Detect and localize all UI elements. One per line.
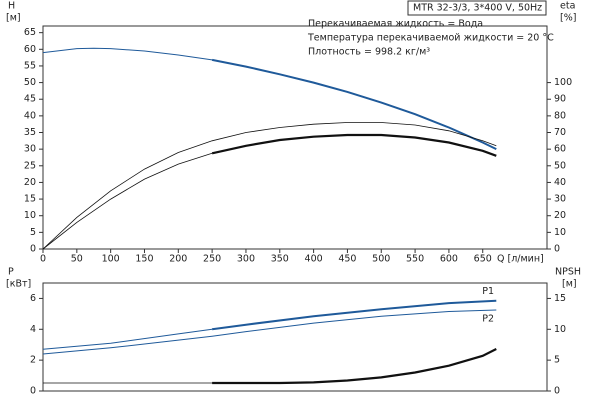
y-axis-unit: [м] [6,13,21,24]
y-tick-label: 20 [24,177,36,188]
y-tick-label: 0 [30,244,36,255]
x-tick-label: 400 [305,254,323,265]
y2-tick-label: 90 [554,94,566,105]
y2-tick-label: 10 [554,227,566,238]
curve [211,133,497,157]
y2-tick-label: 50 [554,160,566,171]
y-axis-title: P [8,267,14,278]
y-tick-label: 6 [30,293,36,304]
y2-tick-label: 10 [554,324,566,335]
y2-tick-label: 0 [554,244,560,255]
y2-tick-label: 5 [554,355,560,366]
y2-tick-label: 70 [554,127,566,138]
x-tick-label: 0 [40,254,46,265]
y-tick-label: 25 [24,160,36,171]
y2-axis-unit: [%] [560,13,576,24]
curve [42,152,213,250]
y2-tick-label: 30 [554,194,566,205]
curve [42,47,213,61]
y-tick-label: 55 [24,60,36,71]
y-tick-label: 45 [24,94,36,105]
curve [212,348,497,385]
y2-tick-label: 100 [554,77,572,88]
annotation: Плотность = 998.2 кг/м³ [308,47,430,58]
info-box [407,0,547,16]
x-tick-label: 50 [71,254,83,265]
annotation: Перекачиваемая жидкость = Вода [308,19,483,30]
curve [42,328,213,350]
y-tick-label: 65 [24,27,36,38]
x-tick-label: 650 [474,254,492,265]
curve [42,122,497,250]
y2-axis-title: NPSH [555,267,581,278]
y-axis-title: H [8,1,15,12]
y2-axis-unit: [м] [562,279,577,290]
top-plot-frame [42,25,548,250]
y-tick-label: 15 [24,194,36,205]
y2-axis-title: eta [560,1,575,12]
y2-tick-label: 40 [554,177,566,188]
curve-label: P2 [482,314,494,325]
x-tick-label: 200 [169,254,187,265]
x-tick-label: 450 [338,254,356,265]
y-axis-unit: [кВт] [6,279,31,290]
bottom-plot-frame [42,282,548,392]
y-tick-label: 5 [30,227,36,238]
x-tick-label: 100 [102,254,120,265]
x-tick-label: 600 [440,254,458,265]
x-tick-label: 500 [372,254,390,265]
x-tick-label: 550 [406,254,424,265]
y2-tick-label: 60 [554,144,566,155]
y-tick-label: 4 [30,324,36,335]
y2-tick-label: 80 [554,110,566,121]
x-tick-label: 300 [237,254,255,265]
curve [42,309,497,355]
y-tick-label: 50 [24,77,36,88]
curve [211,58,497,150]
curve-label: P1 [482,286,494,297]
x-tick-label: 150 [135,254,153,265]
y-tick-label: 2 [30,355,36,366]
y-tick-label: 35 [24,127,36,138]
y2-tick-label: 0 [554,386,560,397]
y-tick-label: 10 [24,210,36,221]
y-tick-label: 40 [24,110,36,121]
x-axis-title: Q [л/мин] [497,254,544,265]
y2-tick-label: 15 [554,293,566,304]
y-tick-label: 60 [24,44,36,55]
y-tick-label: 30 [24,144,36,155]
curve [211,299,497,331]
y2-tick-label: 20 [554,210,566,221]
y-tick-label: 0 [30,386,36,397]
annotation: Температура перекачиваемой жидкости = 20… [307,33,554,44]
x-tick-label: 250 [203,254,221,265]
x-tick-label: 350 [271,254,289,265]
info-box-text: MTR 32-3/3, 3*400 V, 50Hz [413,3,542,14]
